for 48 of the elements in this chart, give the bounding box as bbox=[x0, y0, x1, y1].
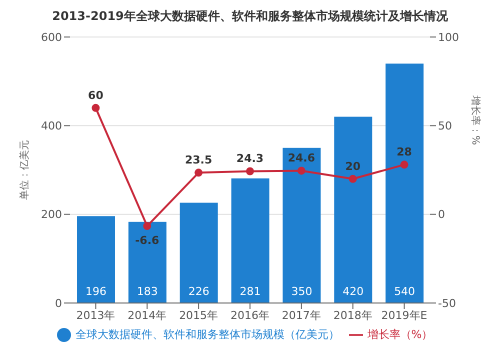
data-label: 420 bbox=[342, 285, 364, 298]
bar bbox=[282, 148, 321, 303]
point bbox=[400, 160, 408, 169]
point bbox=[246, 167, 254, 176]
y2-tick-label: 0 bbox=[438, 208, 445, 222]
legend-label: 增长率（%） bbox=[367, 328, 433, 341]
point bbox=[194, 168, 203, 177]
y2-tick-label: 50 bbox=[438, 120, 452, 133]
x-tick-label: 2016年 bbox=[230, 308, 270, 322]
point bbox=[348, 174, 357, 183]
y2-axis-title: 增长率：% bbox=[469, 94, 482, 145]
data-label: 196 bbox=[86, 285, 106, 298]
bar bbox=[386, 64, 424, 303]
x-tick-label: 2018年 bbox=[333, 308, 372, 322]
data-label: 226 bbox=[188, 285, 210, 298]
point bbox=[297, 166, 306, 175]
point bbox=[92, 104, 100, 112]
y2-tick-label: 100 bbox=[438, 30, 459, 44]
data-label: 540 bbox=[394, 285, 416, 298]
bar bbox=[231, 178, 270, 303]
x-tick-label: 2017年 bbox=[282, 308, 321, 322]
data-label: 24.6 bbox=[288, 152, 316, 165]
data-label: 28 bbox=[396, 146, 412, 159]
data-label: 350 bbox=[291, 285, 312, 298]
y-tick-label: 200 bbox=[41, 208, 62, 222]
data-label: -6.6 bbox=[135, 234, 160, 248]
y-tick-label: 400 bbox=[41, 120, 62, 133]
data-label: 183 bbox=[136, 285, 158, 298]
bar bbox=[128, 222, 166, 303]
data-label: 24.3 bbox=[236, 152, 264, 166]
bar bbox=[180, 202, 218, 303]
y-tick-label: 0 bbox=[55, 296, 62, 310]
data-label: 281 bbox=[240, 285, 261, 298]
x-tick-label: 2019年E bbox=[381, 308, 428, 322]
bar bbox=[77, 216, 115, 303]
y2-tick-label: -50 bbox=[438, 296, 456, 310]
y-tick-label: 600 bbox=[41, 30, 62, 44]
data-label: 20 bbox=[345, 160, 361, 173]
x-tick-label: 2014年 bbox=[128, 308, 167, 322]
chart-title: 2013-2019年全球大数据硬件、软件和服务整体市场规模统计及增长情况 bbox=[51, 8, 449, 25]
y-axis-title: 单位：亿美元 bbox=[18, 140, 31, 200]
x-tick-label: 2015年 bbox=[179, 308, 218, 322]
legend-label: 全球大数据硬件、软件和服务整体市场规模（亿美元） bbox=[75, 328, 340, 341]
data-label: 60 bbox=[88, 88, 104, 102]
bar bbox=[334, 116, 372, 303]
point bbox=[143, 222, 152, 230]
data-label: 23.5 bbox=[185, 154, 212, 167]
x-tick-label: 2013年 bbox=[76, 308, 116, 322]
